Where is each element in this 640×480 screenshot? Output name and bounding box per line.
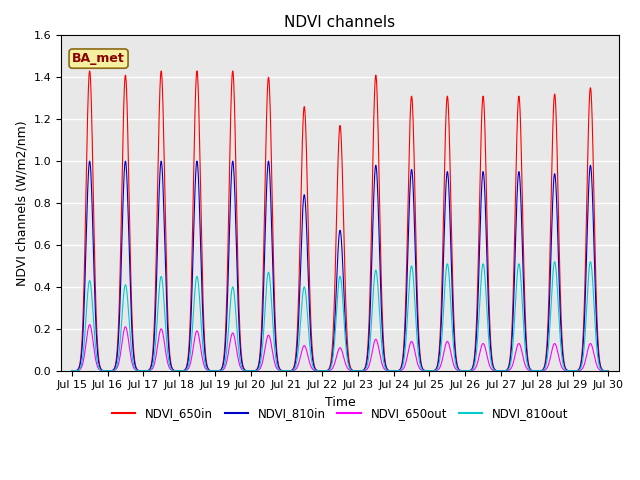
NDVI_650in [86,68,93,74]
NDVI_650out [414,362,422,368]
NDVI_810out [414,346,422,352]
NDVI_650out [183,367,191,373]
NDVI_810out [587,259,595,264]
NDVI_810in [177,368,185,373]
Y-axis label: NDVI channels (W/m2/nm): NDVI channels (W/m2/nm) [15,120,28,286]
NDVI_810out [603,368,611,373]
NDVI_810in [86,158,93,164]
NDVI_810out [490,367,498,372]
NDVI_650in [177,368,185,373]
NDVI_810in [68,368,76,373]
NDVI_650out [490,368,498,373]
Line: NDVI_650out: NDVI_650out [72,324,608,371]
Line: NDVI_650in: NDVI_650in [72,71,608,371]
Legend: NDVI_650in, NDVI_810in, NDVI_650out, NDVI_810out: NDVI_650in, NDVI_810in, NDVI_650out, NDV… [107,403,573,425]
NDVI_650out [68,368,76,373]
NDVI_810out [177,368,185,373]
NDVI_810out [182,367,190,372]
NDVI_650in [604,368,612,373]
NDVI_810in [414,327,422,333]
NDVI_810in [604,368,612,373]
NDVI_650in [269,219,276,225]
NDVI_650out [603,368,611,373]
NDVI_650in [68,368,76,373]
NDVI_650out [86,322,93,327]
Text: BA_met: BA_met [72,52,125,65]
NDVI_810in [183,365,191,371]
NDVI_650out [177,368,185,373]
NDVI_650in [183,363,191,369]
NDVI_650in [490,366,498,372]
NDVI_650in [603,368,611,373]
NDVI_650in [414,313,422,319]
NDVI_810out [68,368,76,373]
NDVI_810in [603,368,611,373]
NDVI_810in [269,262,276,268]
X-axis label: Time: Time [324,396,355,409]
Line: NDVI_810out: NDVI_810out [72,262,608,371]
NDVI_810out [269,317,276,323]
Title: NDVI channels: NDVI channels [284,15,396,30]
NDVI_810in [490,366,498,372]
NDVI_650out [269,350,276,356]
NDVI_810out [604,368,612,373]
Line: NDVI_810in: NDVI_810in [72,161,608,371]
NDVI_650out [604,368,612,373]
